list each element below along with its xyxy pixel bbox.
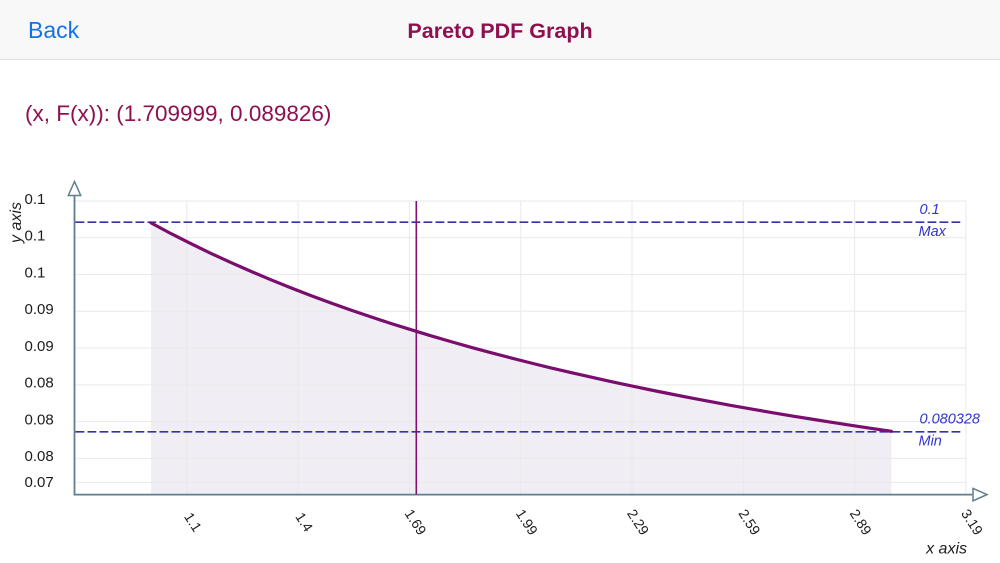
svg-text:0.1: 0.1 (25, 191, 46, 208)
svg-text:0.09: 0.09 (25, 301, 54, 318)
svg-text:0.1: 0.1 (25, 228, 46, 245)
svg-text:1.69: 1.69 (402, 506, 430, 538)
svg-text:0.07: 0.07 (25, 474, 54, 491)
svg-text:1.99: 1.99 (513, 506, 541, 538)
svg-text:1.4: 1.4 (292, 509, 316, 534)
svg-text:1.1: 1.1 (181, 509, 205, 534)
svg-text:Max: Max (919, 224, 947, 240)
svg-text:0.1: 0.1 (920, 202, 940, 218)
svg-text:2.29: 2.29 (624, 506, 652, 538)
svg-text:0.1: 0.1 (25, 264, 46, 281)
svg-text:Min: Min (919, 434, 942, 450)
svg-text:2.59: 2.59 (735, 506, 763, 538)
svg-text:0.08: 0.08 (25, 448, 54, 465)
svg-text:0.08: 0.08 (25, 375, 54, 392)
svg-text:x axis: x axis (925, 541, 967, 558)
svg-text:y axis: y axis (8, 202, 25, 244)
svg-text:3.19: 3.19 (958, 506, 986, 538)
svg-text:0.080328: 0.080328 (920, 411, 980, 427)
svg-text:2.89: 2.89 (847, 506, 875, 538)
svg-text:0.08: 0.08 (25, 411, 54, 428)
svg-text:0.09: 0.09 (25, 338, 54, 355)
